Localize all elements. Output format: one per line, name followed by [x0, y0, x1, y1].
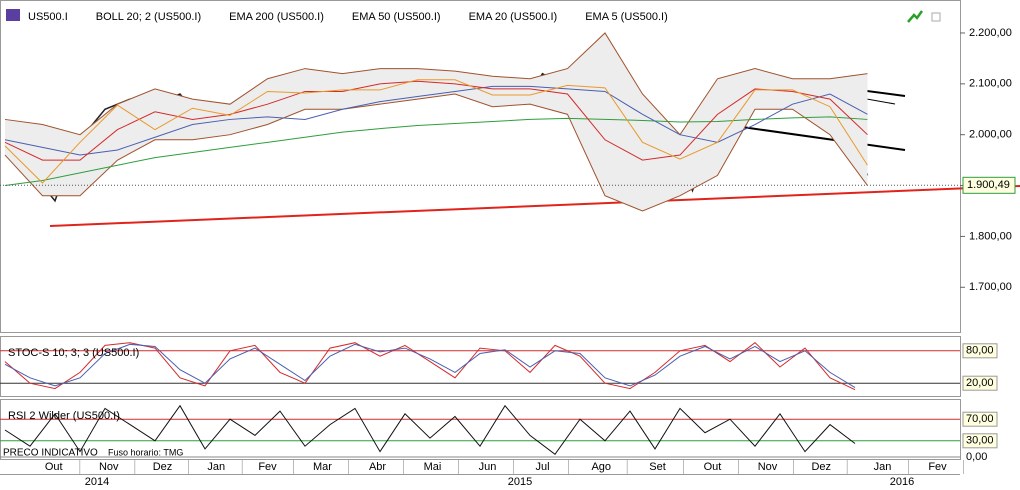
- channel-bottom: [734, 125, 906, 151]
- panel-title: RSI 2 Wilder (US500.I): [8, 410, 120, 422]
- trend-icon[interactable]: [907, 10, 924, 23]
- panel-title: STOC-S 10; 3; 3 (US500.I): [8, 347, 139, 359]
- x-tick-label: Ago: [591, 461, 611, 473]
- timezone: Fuso horario: TMG: [108, 447, 183, 457]
- indicator-line: [4, 116, 868, 187]
- indicator-line: [4, 85, 868, 156]
- bollinger-lower: [4, 93, 868, 212]
- y-tick-label: 1.700,00: [969, 281, 1012, 293]
- level-box: [962, 343, 998, 359]
- year-label: 2016: [890, 476, 914, 488]
- y-tick-label: 30,00: [966, 435, 994, 447]
- y-tick-label: 20,00: [966, 377, 994, 389]
- indicator-line: [4, 343, 856, 388]
- x-tick-label: Fev: [258, 461, 277, 473]
- y-tick-label: 2.100,00: [969, 78, 1012, 90]
- x-tick-label: Dez: [811, 461, 831, 473]
- support-trendline: [49, 185, 1020, 227]
- level-box: [962, 411, 998, 427]
- note: PRECO INDICATIVO: [3, 448, 98, 459]
- legend-entry: BOLL 20; 2 (US500.I): [96, 11, 201, 23]
- x-tick-label: Jan: [207, 461, 225, 473]
- x-tick-label: Fev: [928, 461, 947, 473]
- x-tick-label: Set: [649, 461, 666, 473]
- symbol-icon[interactable]: [6, 9, 20, 21]
- legend-entry: EMA 20 (US500.I): [469, 11, 558, 23]
- indicator-line: [4, 80, 868, 161]
- y-tick-label: 2.000,00: [969, 129, 1012, 141]
- y-tick-label: 1.800,00: [969, 230, 1012, 242]
- level-box: [962, 375, 998, 391]
- y-tick-label: 2.200,00: [969, 27, 1012, 39]
- x-tick-label: Dez: [153, 461, 173, 473]
- last-price-label: 1.900,49: [967, 179, 1010, 191]
- window-icon[interactable]: [931, 12, 941, 22]
- stoch-panel: [0, 336, 961, 397]
- y-tick-label: 70,00: [966, 413, 994, 425]
- x-tick-label: Nov: [99, 461, 119, 473]
- main-panel: [0, 0, 961, 333]
- x-tick-label: Out: [45, 461, 63, 473]
- legend-entry: EMA 5 (US500.I): [585, 11, 668, 23]
- x-tick-label: Jul: [535, 461, 549, 473]
- level-box: [962, 433, 998, 449]
- legend-entry: EMA 50 (US500.I): [352, 11, 441, 23]
- indicator-line: [4, 79, 868, 184]
- indicator-line: [4, 404, 856, 456]
- level-box: [963, 450, 997, 464]
- x-tick-label: Mar: [313, 461, 332, 473]
- bollinger-fill: [5, 32, 868, 211]
- rsi-panel: [0, 399, 961, 460]
- legend-entry: US500.I: [28, 11, 68, 23]
- bollinger-upper: [4, 32, 868, 136]
- x-tick-label: Jan: [874, 461, 892, 473]
- y-tick-label: 0,00: [966, 451, 987, 463]
- year-label: 2015: [508, 476, 532, 488]
- x-tick-label: Mai: [424, 461, 442, 473]
- last-price-box: [962, 176, 1016, 194]
- x-tick-label: Nov: [758, 461, 778, 473]
- x-tick-label: Abr: [369, 461, 386, 473]
- x-tick-label: Out: [704, 461, 722, 473]
- year-label: 2014: [85, 476, 109, 488]
- x-tick-label: Jun: [479, 461, 497, 473]
- y-tick-label: 80,00: [966, 345, 994, 357]
- legend-entry: EMA 200 (US500.I): [229, 11, 324, 23]
